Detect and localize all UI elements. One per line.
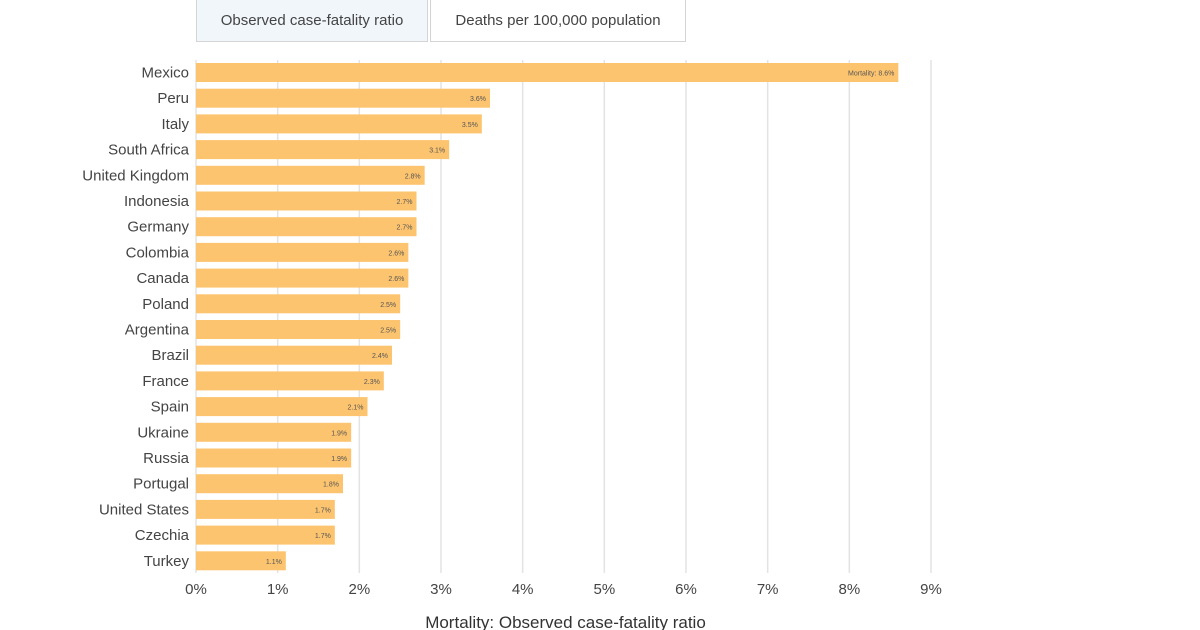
bar — [196, 499, 335, 519]
category-label: Mexico — [141, 65, 189, 82]
category-label: Russia — [143, 450, 190, 467]
x-tick-label: 0% — [185, 581, 207, 598]
data-label: 2.1% — [348, 405, 364, 412]
data-label: 2.6% — [388, 250, 404, 257]
category-label: Germany — [127, 219, 189, 236]
bar — [196, 474, 343, 494]
x-tick-label: 2% — [348, 581, 370, 598]
x-axis-title: Mortality: Observed case-fatality ratio — [425, 613, 706, 630]
category-label: Poland — [142, 296, 189, 313]
bar — [196, 63, 899, 82]
x-tick-label: 9% — [920, 581, 942, 598]
category-label: United States — [99, 501, 189, 518]
category-label: Turkey — [144, 553, 190, 570]
bar — [196, 422, 352, 442]
category-label: Brazil — [151, 347, 189, 364]
data-label: Mortality: 8.6% — [848, 71, 894, 78]
bar — [196, 268, 409, 288]
data-label: 1.9% — [331, 456, 347, 463]
bar — [196, 140, 450, 160]
category-label: Ukraine — [137, 424, 189, 441]
data-label: 2.6% — [388, 276, 404, 283]
data-label: 2.5% — [380, 302, 396, 309]
category-label: Argentina — [125, 322, 190, 339]
category-label: Colombia — [126, 244, 190, 261]
category-label: Italy — [161, 116, 189, 133]
category-label: Portugal — [133, 476, 189, 493]
bar — [196, 397, 368, 417]
bar — [196, 191, 417, 211]
data-label: 2.8% — [405, 173, 421, 180]
bar — [196, 294, 401, 314]
x-tick-label: 5% — [593, 581, 615, 598]
x-tick-label: 1% — [267, 581, 289, 598]
tab-case-fatality-ratio[interactable]: Observed case-fatality ratio — [196, 0, 428, 42]
category-label: South Africa — [108, 142, 190, 159]
metric-tabs: Observed case-fatality ratio Deaths per … — [196, 0, 686, 42]
x-tick-label: 3% — [430, 581, 452, 598]
category-label: United Kingdom — [82, 167, 189, 184]
data-label: 1.8% — [323, 482, 339, 489]
bar — [196, 88, 490, 108]
bar — [196, 448, 352, 468]
data-label: 2.5% — [380, 328, 396, 335]
category-label: Czechia — [135, 527, 190, 544]
data-label: 2.4% — [372, 353, 388, 360]
data-label: 2.7% — [397, 199, 413, 206]
data-label: 1.7% — [315, 507, 331, 514]
bar — [196, 525, 335, 545]
category-label: Canada — [136, 270, 189, 287]
data-label: 1.9% — [331, 430, 347, 437]
x-tick-label: 7% — [757, 581, 779, 598]
bar — [196, 345, 392, 365]
data-label: 1.7% — [315, 533, 331, 540]
bar — [196, 320, 401, 339]
data-label: 3.6% — [470, 96, 486, 103]
x-tick-label: 6% — [675, 581, 697, 598]
bar — [196, 165, 425, 185]
tab-deaths-per-100k[interactable]: Deaths per 100,000 population — [430, 0, 686, 42]
bar — [196, 242, 409, 262]
category-label: Indonesia — [124, 193, 190, 210]
bar — [196, 551, 286, 571]
data-label: 1.1% — [266, 559, 282, 566]
data-label: 2.3% — [364, 379, 380, 386]
bar — [196, 371, 384, 391]
category-label: Spain — [151, 399, 189, 416]
data-label: 2.7% — [397, 225, 413, 232]
category-label: France — [142, 373, 189, 390]
bar — [196, 217, 417, 237]
x-tick-label: 8% — [838, 581, 860, 598]
x-tick-label: 4% — [512, 581, 534, 598]
bar — [196, 114, 482, 134]
data-label: 3.1% — [429, 148, 445, 155]
data-label: 3.5% — [462, 122, 478, 129]
category-label: Peru — [157, 90, 189, 107]
